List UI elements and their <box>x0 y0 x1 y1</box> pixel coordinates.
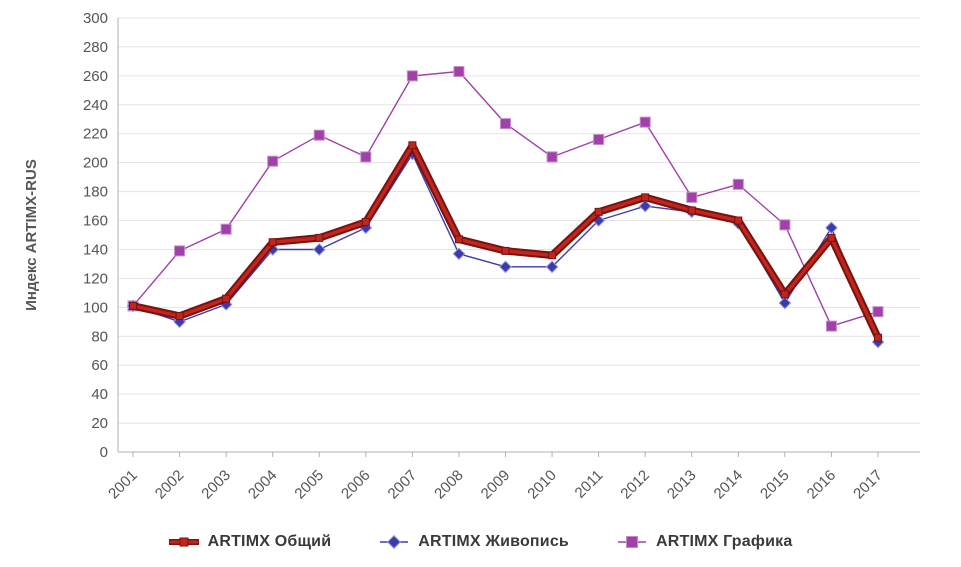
x-tick-label: 2010 <box>524 467 560 503</box>
data-point-marker <box>222 294 231 303</box>
data-point-marker <box>825 221 838 235</box>
data-point-marker <box>593 134 605 146</box>
legend-swatch <box>380 534 409 550</box>
line-chart: 0 20 40 60 80 100 120 140 160 180 200 220 240 260 280 3… <box>23 10 920 503</box>
legend-marker-red-square <box>168 533 199 551</box>
x-tick-label: 2009 <box>478 467 514 503</box>
y-axis-title: Индекс ARTIMX-RUS <box>23 159 40 311</box>
y-tick-label: 260 <box>83 68 108 85</box>
data-point-marker <box>548 251 557 260</box>
y-tick-label: 180 <box>83 184 108 201</box>
y-tick-label: 60 <box>91 357 108 374</box>
data-point-marker <box>312 243 326 256</box>
series-line <box>131 143 880 340</box>
data-point-marker <box>872 306 884 318</box>
data-point-marker <box>734 216 743 225</box>
y-tick-label: 40 <box>91 386 108 403</box>
data-point-marker <box>638 199 652 213</box>
data-point-marker <box>268 238 277 247</box>
x-tick-label: 2014 <box>711 467 747 503</box>
y-tick-label: 160 <box>83 213 108 230</box>
x-tick-label: 2003 <box>198 467 234 503</box>
legend-swatch <box>168 537 199 547</box>
legend-marker-blue-diamond <box>379 533 409 551</box>
data-point-marker <box>175 312 184 321</box>
data-point-marker <box>687 206 696 215</box>
data-point-marker <box>500 118 511 130</box>
data-point-marker <box>408 141 417 150</box>
legend-label: ARTIMX Живопись <box>418 533 569 550</box>
y-tick-label: 80 <box>91 328 108 345</box>
data-point-marker <box>406 70 418 82</box>
legend-item-zhivopis: ARTIMX Живопись <box>379 533 569 551</box>
data-point-marker <box>454 235 463 244</box>
data-point-marker <box>686 191 698 203</box>
x-tick-label: 2005 <box>291 467 327 503</box>
y-tick-label: 280 <box>83 39 108 56</box>
x-tick-label: 2012 <box>617 467 653 503</box>
x-tick-label: 2015 <box>757 467 793 503</box>
y-tick-label: 240 <box>83 97 108 114</box>
y-tick-label: 300 <box>83 10 108 27</box>
data-point-marker <box>641 193 650 202</box>
data-point-marker <box>501 246 510 255</box>
x-tick-label: 2004 <box>245 467 281 503</box>
data-point-marker <box>874 333 882 342</box>
data-point-marker <box>639 116 651 128</box>
data-point-marker <box>778 296 792 310</box>
y-tick-label: 120 <box>83 270 108 287</box>
x-tick-label: 2017 <box>850 467 886 503</box>
legend-label: ARTIMX Общий <box>207 533 332 550</box>
x-tick-label: 2011 <box>572 467 607 502</box>
data-point-marker <box>129 301 137 310</box>
x-tick-label: 2002 <box>152 467 188 503</box>
legend-item-grafika: ARTIMX Графика <box>617 533 792 551</box>
data-point-marker <box>315 233 324 242</box>
data-point-marker <box>361 217 370 226</box>
chart-legend: ARTIMX Общий ARTIMX Живопись ARTIMX Граф… <box>0 524 961 560</box>
legend-item-obshchiy: ARTIMX Общий <box>168 533 332 551</box>
y-tick-label: 220 <box>83 126 108 143</box>
data-point-marker <box>732 178 744 190</box>
data-point-marker <box>452 247 466 261</box>
data-point-marker <box>546 151 558 163</box>
series-line <box>132 70 879 327</box>
data-point-marker <box>220 223 232 235</box>
x-tick-label: 2001 <box>105 467 141 503</box>
data-point-marker <box>267 155 279 167</box>
data-point-marker <box>174 245 186 257</box>
data-point-marker <box>779 219 791 231</box>
y-tick-label: 20 <box>91 415 108 432</box>
y-tick-label: 100 <box>83 299 108 316</box>
legend-marker-purple-square <box>617 533 647 551</box>
data-point-marker <box>545 260 559 274</box>
x-tick-label: 2013 <box>664 467 700 503</box>
data-point-marker <box>827 233 836 242</box>
x-tick-label: 2008 <box>431 467 467 503</box>
y-tick-label: 200 <box>83 155 108 172</box>
legend-swatch <box>617 536 646 548</box>
x-tick-label: 2006 <box>338 467 374 503</box>
y-tick-label: 140 <box>83 241 108 258</box>
data-point-marker <box>825 320 837 332</box>
data-point-marker <box>360 151 372 163</box>
legend-label: ARTIMX Графика <box>655 533 793 550</box>
x-tick-label: 2016 <box>804 467 840 503</box>
data-point-marker <box>499 260 512 274</box>
data-point-marker <box>453 66 465 78</box>
data-point-marker <box>313 129 325 141</box>
y-tick-label: 0 <box>100 444 108 461</box>
data-point-marker <box>594 207 603 216</box>
x-tick-label: 2007 <box>385 467 421 503</box>
data-point-marker <box>780 290 789 299</box>
series-line-outline <box>129 141 882 342</box>
